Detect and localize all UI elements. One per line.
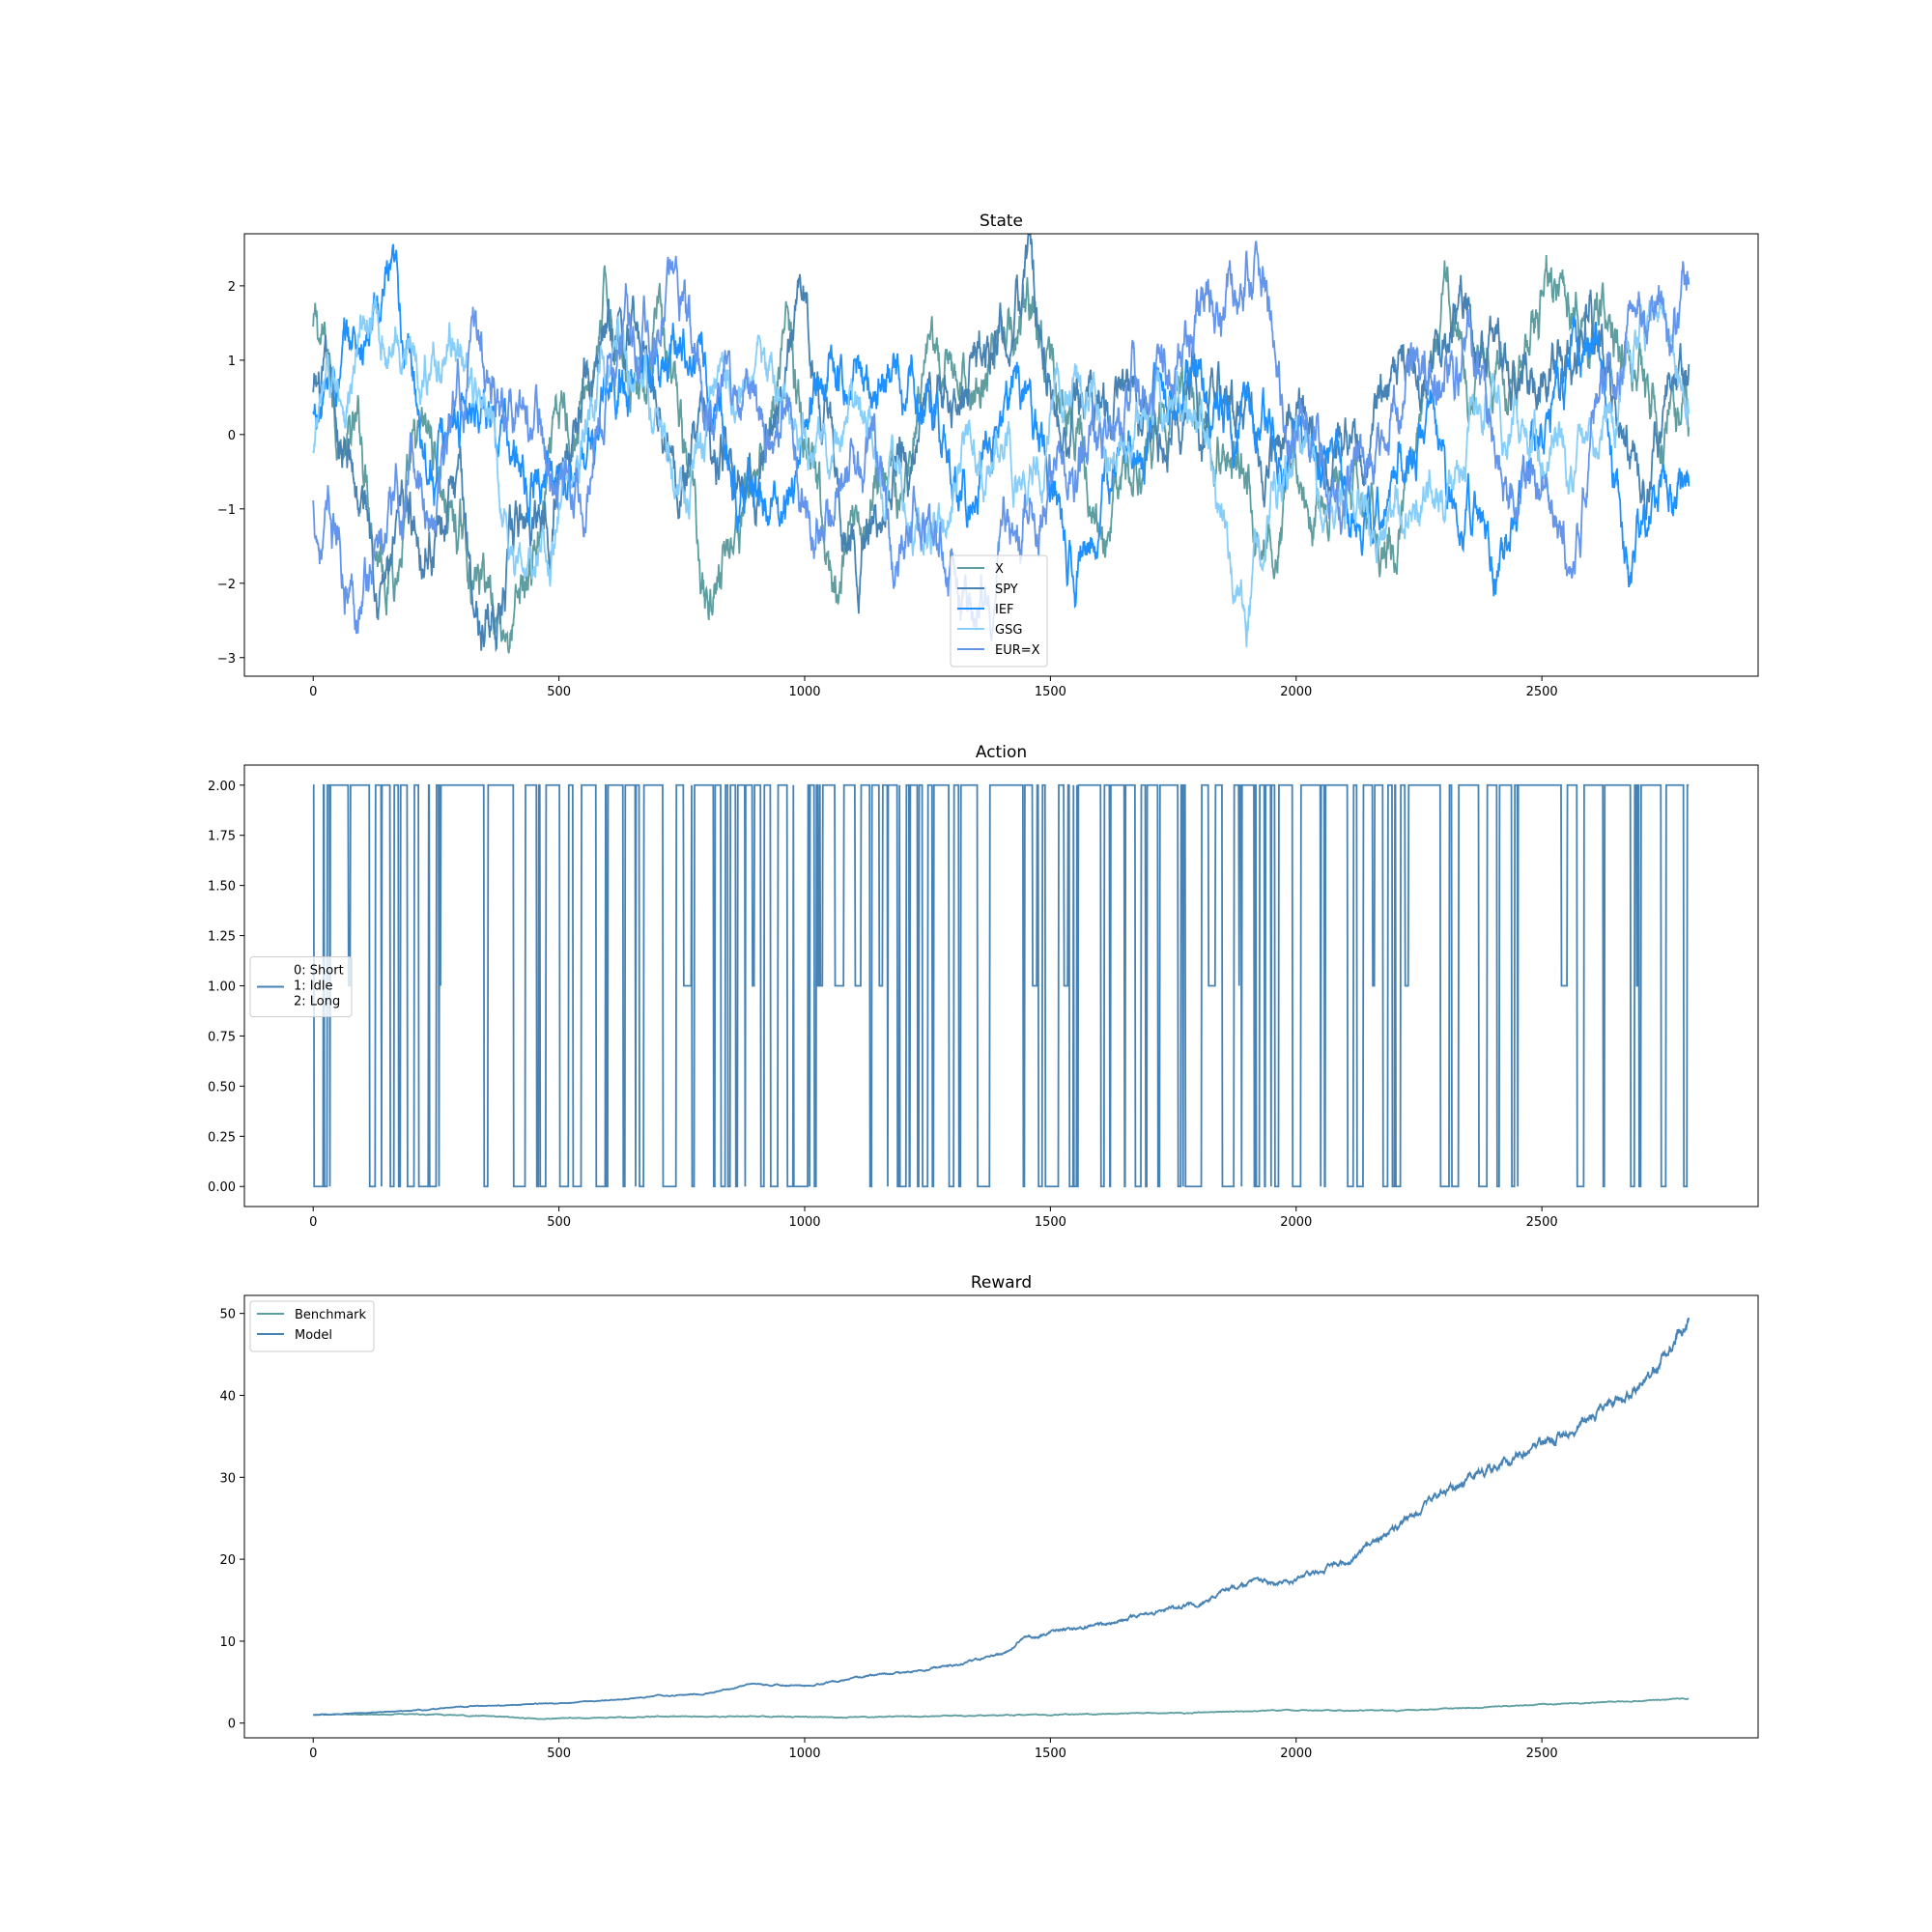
legend: Benchmark Model [249, 1300, 375, 1352]
y-tick-label: 0 [228, 1718, 236, 1732]
x-tick-label: 2500 [1526, 1215, 1558, 1230]
y-tick-label: −2 [217, 578, 236, 592]
x-tick-label: 1500 [1035, 1215, 1066, 1230]
y-tick-label: 0 [228, 429, 236, 443]
legend-label: GSG [995, 623, 1022, 638]
legend-label: IEF [995, 603, 1014, 617]
series-line [312, 234, 1690, 653]
y-tick-label: 0.25 [208, 1130, 236, 1145]
legend-label: X [995, 562, 1004, 577]
series-group [312, 1317, 1690, 1720]
x-tick-label: 1000 [788, 1215, 820, 1230]
legend-box [950, 554, 1048, 668]
series-line [312, 295, 1690, 648]
legend-label: SPY [995, 582, 1018, 597]
x-tick-label: 1500 [1035, 1747, 1066, 1761]
x-tick-label: 500 [547, 685, 571, 699]
action-chart: Action 0 500 1000 1500 2000 2500 0.00 0.25 0.50 0.… [208, 743, 1759, 1230]
series-group [312, 234, 1690, 654]
chart-title: Action [976, 743, 1027, 762]
x-tick-label: 2000 [1280, 1215, 1312, 1230]
x-tick-label: 0 [309, 1215, 317, 1230]
legend: X SPY IEF GSG EUR=X [950, 554, 1048, 668]
axes-frame [243, 1294, 1759, 1739]
y-tick-label: 50 [219, 1308, 236, 1322]
series-line [312, 783, 1690, 1188]
y-tick-label: −1 [217, 503, 236, 518]
y-tick-label: 1 [228, 355, 236, 369]
y-tick-label: 2 [228, 280, 236, 295]
legend-label: EUR=X [995, 643, 1040, 658]
legend: 0: Short 1: Idle 2: Long [249, 956, 353, 1017]
x-tick-label: 1500 [1035, 685, 1066, 699]
series-line [313, 1697, 1690, 1720]
x-tick-label: 2000 [1280, 1747, 1312, 1761]
x-tick-label: 0 [309, 1747, 317, 1761]
chart-title: Reward [971, 1273, 1032, 1293]
x-tick-label: 2500 [1526, 1747, 1558, 1761]
y-tick-label: 1.25 [208, 930, 236, 945]
x-tick-label: 0 [309, 685, 317, 699]
x-tick-label: 500 [547, 1215, 571, 1230]
y-tick-label: −3 [217, 652, 236, 667]
y-tick-label: 2.00 [208, 780, 236, 794]
y-tick-label: 0.75 [208, 1030, 236, 1044]
legend-box [249, 956, 353, 1017]
legend-label: 0: Short 1: Idle 2: Long [294, 964, 344, 1009]
legend-label: Model [295, 1328, 332, 1343]
y-tick-label: 0.50 [208, 1080, 236, 1094]
chart-title: State [980, 212, 1023, 231]
series-line [312, 241, 1690, 642]
y-tick-label: 1.00 [208, 980, 236, 995]
y-tick-label: 0.00 [208, 1180, 236, 1195]
x-tick-label: 1000 [788, 1747, 820, 1761]
reward-chart: Reward 0 500 1000 1500 2000 2500 0 10 20 30 40 50 Ben… [219, 1273, 1759, 1761]
series-group [312, 783, 1690, 1188]
y-tick-label: 10 [219, 1635, 236, 1650]
y-tick-label: 1.50 [208, 880, 236, 895]
y-tick-label: 40 [219, 1389, 236, 1404]
state-chart: State 0 500 1000 1500 2000 2500 −3 −2 −1 0 1 2 X SPY IE… [217, 212, 1759, 699]
x-tick-label: 2000 [1280, 685, 1312, 699]
axes-frame [243, 233, 1759, 677]
y-tick-label: 1.75 [208, 830, 236, 844]
x-tick-label: 500 [547, 1747, 571, 1761]
y-tick-label: 30 [219, 1471, 236, 1486]
axes-frame [243, 764, 1759, 1208]
series-line [312, 243, 1690, 609]
series-line [312, 1317, 1690, 1717]
x-tick-label: 2500 [1526, 685, 1558, 699]
x-tick-label: 1000 [788, 685, 820, 699]
legend-label: Benchmark [295, 1308, 367, 1322]
y-tick-label: 20 [219, 1553, 236, 1568]
